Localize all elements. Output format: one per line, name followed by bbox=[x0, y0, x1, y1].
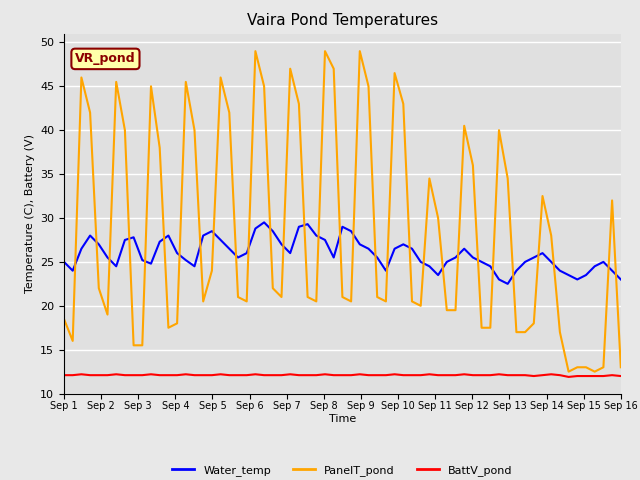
Legend: Water_temp, PanelT_pond, BattV_pond: Water_temp, PanelT_pond, BattV_pond bbox=[168, 460, 517, 480]
BattV_pond bbox=[60, 372, 68, 378]
BattV_pond bbox=[600, 373, 607, 379]
BattV_pond bbox=[200, 372, 207, 378]
BattV_pond bbox=[356, 372, 364, 377]
PanelT_pond bbox=[225, 110, 233, 116]
Line: Water_temp: Water_temp bbox=[64, 222, 621, 284]
BattV_pond bbox=[547, 372, 555, 377]
Water_temp bbox=[260, 219, 268, 225]
Line: PanelT_pond: PanelT_pond bbox=[64, 51, 621, 372]
PanelT_pond bbox=[617, 364, 625, 370]
Water_temp bbox=[504, 281, 511, 287]
Water_temp bbox=[556, 268, 564, 274]
BattV_pond bbox=[564, 374, 572, 380]
PanelT_pond bbox=[191, 127, 198, 133]
Title: Vaira Pond Temperatures: Vaira Pond Temperatures bbox=[247, 13, 438, 28]
BattV_pond bbox=[234, 372, 242, 378]
Water_temp bbox=[60, 259, 68, 265]
Text: VR_pond: VR_pond bbox=[75, 52, 136, 65]
PanelT_pond bbox=[304, 294, 312, 300]
PanelT_pond bbox=[564, 369, 572, 374]
Y-axis label: Temperature (C), Battery (V): Temperature (C), Battery (V) bbox=[24, 134, 35, 293]
BattV_pond bbox=[617, 373, 625, 379]
Line: BattV_pond: BattV_pond bbox=[64, 374, 621, 377]
Water_temp bbox=[600, 259, 607, 265]
X-axis label: Time: Time bbox=[329, 414, 356, 424]
Water_temp bbox=[191, 264, 198, 269]
Water_temp bbox=[356, 241, 364, 247]
PanelT_pond bbox=[60, 316, 68, 322]
Water_temp bbox=[304, 221, 312, 227]
PanelT_pond bbox=[547, 233, 555, 239]
PanelT_pond bbox=[600, 364, 607, 370]
BattV_pond bbox=[77, 372, 85, 377]
PanelT_pond bbox=[356, 48, 364, 54]
Water_temp bbox=[225, 246, 233, 252]
PanelT_pond bbox=[252, 48, 259, 54]
BattV_pond bbox=[304, 372, 312, 378]
Water_temp bbox=[617, 276, 625, 282]
